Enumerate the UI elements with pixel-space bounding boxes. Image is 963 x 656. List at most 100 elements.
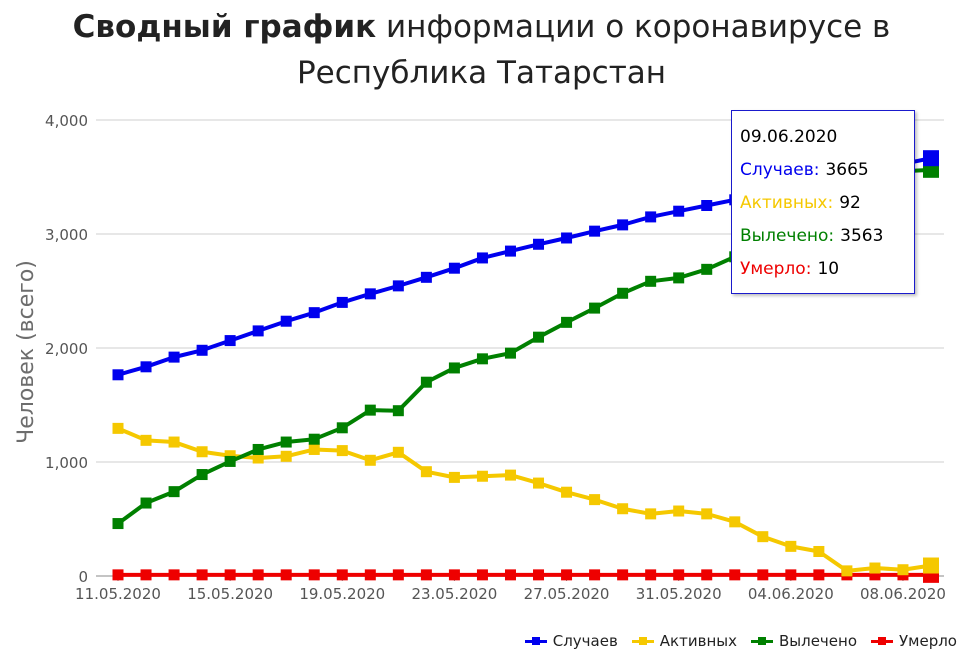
data-point [224, 335, 236, 347]
data-point [729, 516, 741, 528]
legend-item-cases[interactable]: Случаев [524, 632, 618, 650]
data-point [673, 505, 685, 517]
data-point [112, 518, 124, 530]
x-tick-label: 31.05.2020 [636, 585, 722, 603]
data-point [645, 275, 657, 287]
data-point [533, 238, 545, 250]
data-point [364, 288, 376, 300]
y-tick-label: 3,000 [45, 226, 88, 244]
data-point [476, 569, 488, 581]
y-tick-label: 0 [78, 568, 88, 586]
legend-swatch-icon [631, 635, 654, 647]
series-line-1 [117, 426, 932, 573]
data-point [701, 263, 713, 275]
data-point [252, 569, 264, 581]
y-tick-label: 4,000 [45, 112, 88, 130]
tooltip-value: 3665 [825, 160, 869, 180]
data-point [476, 252, 488, 264]
data-point [112, 569, 124, 581]
legend-label: Активных [659, 632, 737, 650]
data-point [841, 565, 853, 577]
data-point [280, 436, 292, 448]
tooltip-date: 09.06.2020 [740, 127, 838, 147]
data-point [476, 353, 488, 365]
x-tick-label: 11.05.2020 [75, 585, 161, 603]
tooltip-row-recovered: Вылечено: 3563 [740, 220, 906, 253]
data-point [533, 569, 545, 581]
x-tick-label: 04.06.2020 [748, 585, 834, 603]
data-point [140, 569, 152, 581]
legend-item-recovered[interactable]: Вылечено [750, 632, 858, 650]
data-point [168, 569, 180, 581]
tooltip-label: Вылечено: [740, 226, 835, 246]
data-point [112, 422, 124, 434]
legend-swatch-icon [524, 635, 547, 647]
data-point [561, 569, 573, 581]
tooltip-value: 3563 [840, 226, 884, 246]
data-point [533, 331, 545, 343]
data-point [504, 469, 516, 481]
data-point [673, 205, 685, 217]
legend-label: Вылечено [778, 632, 858, 650]
data-point [701, 569, 713, 581]
tooltip-label: Умерло: [740, 259, 812, 279]
data-point [589, 494, 601, 506]
data-point [448, 262, 460, 274]
tooltip-row-cases: Случаев: 3665 [740, 154, 906, 187]
data-point [224, 455, 236, 467]
data-point [617, 569, 629, 581]
data-point [280, 315, 292, 327]
data-point [673, 272, 685, 284]
chart-title-rest: информации о коронавирусе в Республика Т… [296, 9, 891, 91]
data-point [308, 443, 320, 455]
legend-item-died[interactable]: Умерло [871, 632, 957, 650]
data-point [561, 486, 573, 498]
data-point [252, 325, 264, 337]
data-point [280, 450, 292, 462]
data-point [504, 347, 516, 359]
data-point [336, 445, 348, 457]
x-tick-label: 19.05.2020 [299, 585, 385, 603]
data-point [336, 569, 348, 581]
tooltip-row-active: Активных: 92 [740, 187, 906, 220]
x-tick-label: 23.05.2020 [411, 585, 497, 603]
data-point [561, 232, 573, 244]
data-point [308, 433, 320, 445]
data-point [813, 569, 825, 581]
legend-label: Случаев [552, 632, 618, 650]
data-point [420, 466, 432, 478]
data-point [757, 531, 769, 543]
data-point [140, 497, 152, 509]
data-point [813, 545, 825, 557]
data-point [252, 443, 264, 455]
legend-label: Умерло [899, 632, 957, 650]
x-tick-label: 27.05.2020 [524, 585, 610, 603]
data-point [224, 450, 236, 462]
data-point [280, 569, 292, 581]
data-point [617, 219, 629, 231]
data-point [673, 569, 685, 581]
data-point [392, 569, 404, 581]
data-point [476, 470, 488, 482]
data-point [504, 245, 516, 257]
data-point [196, 344, 208, 356]
data-point [757, 569, 769, 581]
tooltip-value: 10 [817, 259, 840, 279]
data-point [336, 422, 348, 434]
data-point [112, 369, 124, 381]
data-point [168, 351, 180, 363]
data-point [617, 287, 629, 299]
data-point [504, 569, 516, 581]
data-point [140, 361, 152, 373]
tooltip-row-died: Умерло: 10 [740, 253, 906, 286]
legend-item-active[interactable]: Активных [631, 632, 737, 650]
data-point [420, 376, 432, 388]
data-point [589, 302, 601, 314]
data-point [923, 150, 939, 167]
chart-title-bold: Сводный график [72, 9, 377, 45]
legend-swatch-icon [750, 635, 773, 647]
data-point [420, 569, 432, 581]
data-point [140, 434, 152, 446]
data-point [533, 477, 545, 489]
data-point [308, 569, 320, 581]
